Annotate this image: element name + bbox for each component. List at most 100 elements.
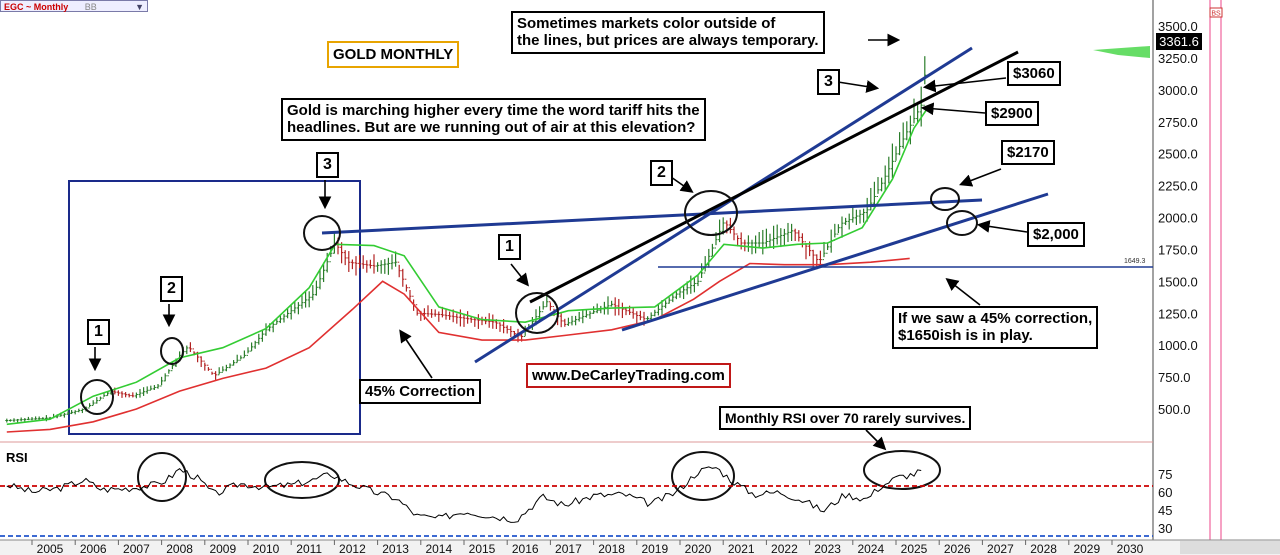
price-tick-label: 3250.0: [1158, 51, 1198, 66]
symbol-tab[interactable]: EGC ~ Monthly BB ▼: [0, 0, 148, 12]
time-tick-label: 2007: [123, 542, 150, 555]
rsi-label: RSI: [6, 450, 28, 465]
price-tick-label: 3000.0: [1158, 83, 1198, 98]
time-tick-label: 2019: [641, 542, 668, 555]
black-trendline: [529, 50, 1019, 304]
price-tick-label: 2000.0: [1158, 211, 1198, 226]
price-bars: [5, 56, 927, 423]
note-top-line1: Sometimes markets color outside of: [517, 15, 776, 32]
rsi-tick-label: 30: [1158, 521, 1172, 536]
moving-average-slow: [6, 257, 910, 433]
rsi-circle-2025: [863, 450, 941, 490]
highlight-circles: [80, 187, 978, 502]
symbol-tab-label: EGC ~ Monthly: [4, 2, 69, 12]
time-tick-label: 2018: [598, 542, 625, 555]
time-tick-label: 2017: [555, 542, 582, 555]
highlight-box: [68, 180, 361, 435]
time-tick-label: 2014: [425, 542, 452, 555]
website-label: www.DeCarleyTrading.com: [526, 363, 731, 389]
level-2900-label: $2900: [985, 101, 1039, 127]
price-axis: 500.0 750.0 1000.0 1250.0 1500.0 1750.0 2000.0…: [1158, 19, 1198, 417]
price-tick-label: 500.0: [1158, 402, 1191, 417]
annotation-arrows: [88, 33, 1028, 451]
time-axis: 2005 2006 2007 2008 2009 2010 2011 2012 2013 2014…: [31, 540, 1144, 555]
symbol-tab-extra: BB: [84, 2, 97, 12]
time-tick-label: 2012: [339, 542, 366, 555]
resistance-trendline: [321, 198, 983, 235]
circle-wave-2b: [684, 190, 738, 236]
chart-title: GOLD MONTHLY: [327, 41, 460, 69]
time-tick-label: 2013: [382, 542, 409, 555]
time-tick-label: 2024: [857, 542, 884, 555]
rsi-tick-label: 45: [1158, 503, 1172, 518]
level-2000-label: $2,000: [1027, 222, 1085, 248]
correction-note-line1: If we saw a 45% correction,: [898, 310, 1093, 327]
level-3060-label: $3060: [1007, 61, 1061, 87]
last-price-badge: [1156, 33, 1202, 50]
note-tariff-line1: Gold is marching higher every time the w…: [287, 102, 700, 119]
time-tick-label: 2028: [1030, 542, 1057, 555]
wave-label-1b: 1: [498, 234, 521, 261]
note-top-line2: the lines, but prices are always tempora…: [517, 32, 819, 50]
circle-wave-1b: [515, 292, 559, 334]
reference-level-label: 1649.3: [1124, 258, 1146, 265]
time-tick-label: 2006: [80, 542, 107, 555]
time-tick-label: 2023: [814, 542, 841, 555]
circle-2170: [930, 187, 960, 211]
time-tick-label: 2008: [166, 542, 193, 555]
price-tick-label: 1750.0: [1158, 242, 1198, 257]
rsi-circle-2020: [671, 451, 735, 501]
circle-wave-2a: [160, 337, 184, 365]
time-tick-label: 2009: [209, 542, 236, 555]
rsi-circle-2011: [264, 461, 340, 499]
time-tick-label: 2026: [944, 542, 971, 555]
price-tick-label: 3500.0: [1158, 19, 1198, 34]
price-tick-label: 2750.0: [1158, 115, 1198, 130]
time-tick-label: 2020: [685, 542, 712, 555]
note-tariff: Gold is marching higher every time the w…: [281, 98, 706, 141]
time-tick-label: 2011: [296, 542, 322, 555]
time-tick-label: 2021: [728, 542, 755, 555]
circle-wave-1a: [80, 379, 114, 415]
time-tick-label: 2015: [469, 542, 496, 555]
wave-label-3b: 3: [817, 69, 840, 96]
time-tick-label: 2025: [901, 542, 928, 555]
chevron-down-icon[interactable]: ▼: [135, 2, 144, 12]
time-tick-label: 2005: [37, 542, 64, 555]
note-top: Sometimes markets color outside of the l…: [511, 11, 825, 54]
rsi-line: [6, 466, 922, 523]
rsi-circle-2008: [137, 452, 187, 502]
time-tick-label: 2029: [1073, 542, 1100, 555]
circle-wave-3a: [303, 215, 341, 251]
rsi-tick-label: 75: [1158, 467, 1172, 482]
nav-controls[interactable]: [1180, 541, 1280, 554]
correction-note-line2: $1650ish is in play.: [898, 327, 1033, 345]
time-tick-label: 2030: [1117, 542, 1144, 555]
rsi-axis: 30 45 60 75: [1158, 467, 1172, 536]
support-trendline: [621, 192, 1049, 332]
time-tick-label: 2016: [512, 542, 539, 555]
price-tick-label: 1000.0: [1158, 338, 1198, 353]
time-tick-label: 2022: [771, 542, 798, 555]
price-tick-label: 750.0: [1158, 370, 1191, 385]
time-axis-bar: [0, 540, 1280, 555]
level-2170-label: $2170: [1001, 140, 1055, 166]
volume-profile-mark: [1093, 46, 1150, 58]
wave-label-2a: 2: [160, 276, 183, 303]
price-tick-label: 1500.0: [1158, 274, 1198, 289]
wave-label-1a: 1: [87, 319, 110, 346]
correction-label: 45% Correction: [359, 379, 482, 405]
correction-note: If we saw a 45% correction, $1650ish is …: [892, 306, 1099, 349]
price-tick-label: 2250.0: [1158, 179, 1198, 194]
last-price-text: 3361.6: [1159, 34, 1199, 49]
time-tick-label: 2010: [253, 542, 280, 555]
note-tariff-line2: headlines. But are we running out of air…: [287, 119, 696, 137]
wave-label-3a: 3: [316, 152, 339, 179]
corner-badge-text: BS: [1211, 11, 1221, 18]
rsi-tick-label: 60: [1158, 485, 1172, 500]
corner-badge[interactable]: [1209, 7, 1223, 18]
time-tick-label: 2027: [987, 542, 1014, 555]
price-tick-label: 1250.0: [1158, 306, 1198, 321]
